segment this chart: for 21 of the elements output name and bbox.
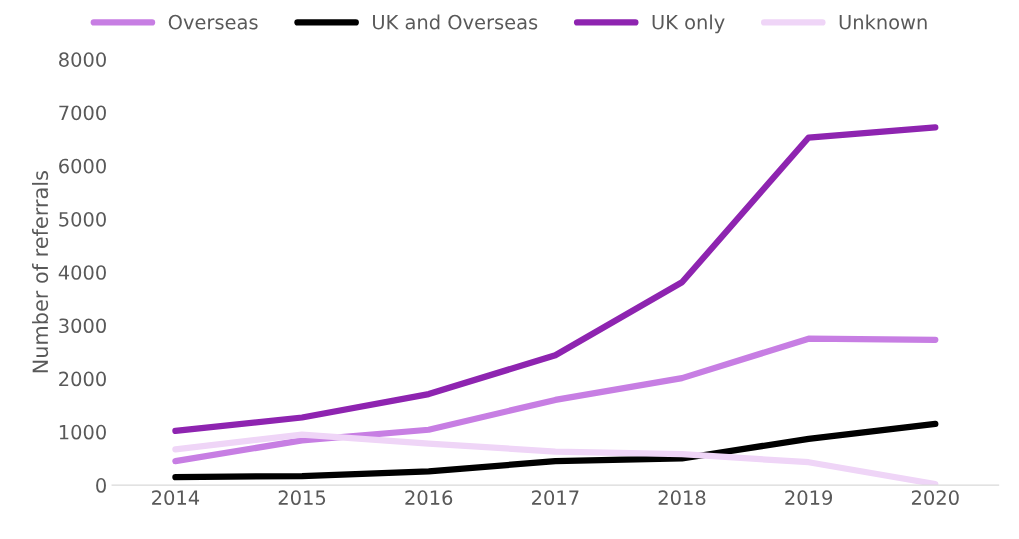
- y-tick-label: 1000: [59, 424, 106, 440]
- y-tick-label: 2000: [59, 371, 106, 387]
- x-tick-label: 2018: [658, 490, 706, 506]
- x-tick-label: 2017: [532, 490, 579, 506]
- x-tick-label: 2020: [911, 490, 959, 506]
- y-tick-label: 4000: [58, 265, 106, 280]
- x-tick-label: 2019: [785, 490, 833, 506]
- x-tick-label: 2015: [278, 490, 326, 506]
- y-tick-label: 7000: [59, 105, 106, 121]
- y-tick-label: 8000: [59, 52, 106, 67]
- y-tick-label: 0: [96, 478, 106, 493]
- x-tick-label: 2016: [405, 490, 453, 506]
- y-axis-title: Number of referrals: [32, 171, 49, 373]
- y-tick-label: 3000: [59, 318, 106, 334]
- legend-label: UK only: [652, 14, 725, 34]
- legend-label: Overseas: [168, 14, 258, 30]
- legend-label: UK and Overseas: [373, 14, 538, 30]
- y-tick-label: 6000: [59, 158, 106, 174]
- y-tick-label: 5000: [59, 211, 106, 227]
- legend-label: Unknown: [839, 14, 927, 30]
- x-tick-label: 2014: [152, 490, 200, 506]
